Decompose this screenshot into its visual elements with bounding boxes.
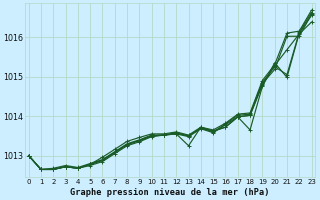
X-axis label: Graphe pression niveau de la mer (hPa): Graphe pression niveau de la mer (hPa) <box>70 188 270 197</box>
